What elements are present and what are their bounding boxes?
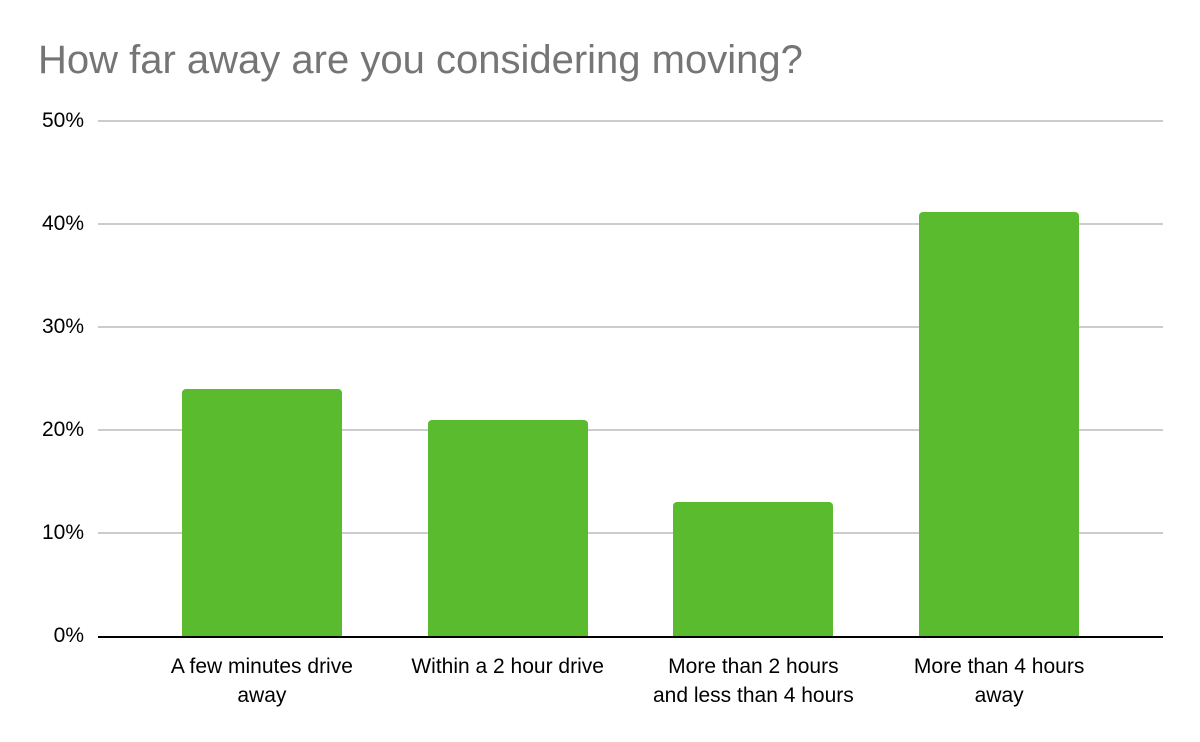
y-tick-label: 30% [41, 315, 84, 338]
gridline-30 [98, 326, 1163, 328]
y-tick-label: 40% [41, 212, 84, 235]
x-category-label-line: away [237, 684, 287, 707]
bar-3 [673, 502, 834, 636]
x-category-label-line: More than 2 hours [668, 655, 839, 678]
gridline-10 [98, 532, 1163, 534]
y-tick-label: 20% [41, 418, 84, 441]
bar-4 [919, 211, 1080, 636]
x-category-label: More than 4 hours away [869, 652, 1129, 710]
x-category-label-line: and less than 4 hours [652, 684, 854, 707]
y-tick-label: 0% [53, 624, 84, 647]
x-axis: A few minutes drive away Within a 2 hour d… [98, 652, 1163, 722]
bar-2 [427, 419, 588, 636]
x-category-label-line: Within a 2 hour drive [411, 655, 604, 678]
bar-1 [181, 388, 342, 636]
x-category-label-line: More than 4 hours [913, 655, 1085, 678]
x-category-label: More than 2 hours and less than 4 hours [623, 652, 883, 710]
gridline-20 [98, 429, 1163, 431]
plot-area [98, 120, 1163, 638]
x-category-label-line: away [974, 684, 1024, 707]
x-category-label: Within a 2 hour drive [378, 652, 638, 681]
chart-title: How far away are you considering moving? [38, 38, 803, 82]
x-category-label: A few minutes drive away [132, 652, 392, 710]
y-tick-label: 10% [41, 521, 84, 544]
y-axis: 0% 10% 20% 30% 40% 50% [0, 109, 84, 647]
gridline-40 [98, 223, 1163, 225]
gridline-50 [98, 120, 1163, 122]
y-tick-label: 50% [41, 109, 84, 132]
x-category-label-line: A few minutes drive [170, 655, 353, 678]
